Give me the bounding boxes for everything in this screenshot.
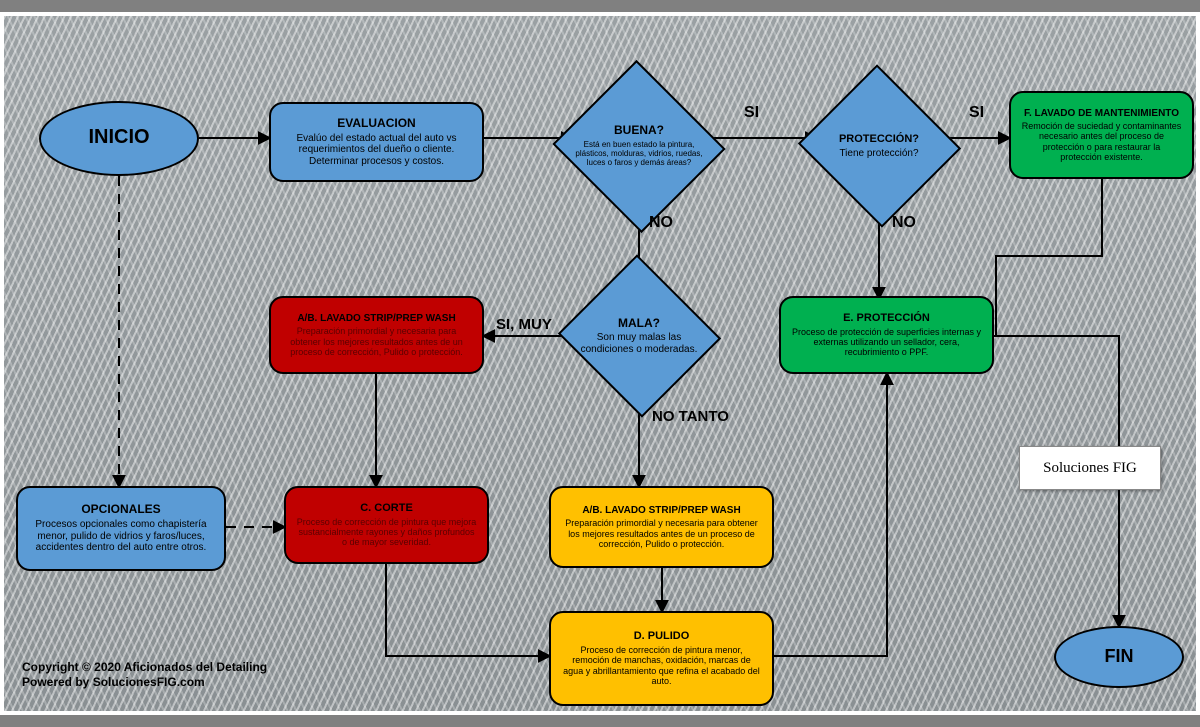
copyright: Copyright © 2020 Aficionados del Detaili… [22, 660, 267, 691]
node-mala: MALA?Son muy malas las condiciones o mod… [554, 256, 724, 416]
brand-watermark: Soluciones FIG [1019, 446, 1161, 490]
node-f_lavado: F. LAVADO DE MANTENIMIENTORemoción de su… [1009, 91, 1194, 179]
frame-border-top [0, 0, 1200, 12]
node-fin: FIN [1054, 626, 1184, 688]
edge-label-4: SI, MUY [496, 316, 552, 333]
node-ab_yellow: A/B. LAVADO STRIP/PREP WASHPreparación p… [549, 486, 774, 568]
edge-10 [386, 564, 549, 656]
edge-11 [774, 374, 887, 656]
edge-label-5: NO TANTO [652, 408, 729, 425]
edge-label-1: SI [969, 104, 984, 122]
edge-label-0: SI [744, 104, 759, 122]
edge-label-2: NO [649, 214, 673, 232]
node-ab_red: A/B. LAVADO STRIP/PREP WASHPreparación p… [269, 296, 484, 374]
copyright-line2: Powered by SolucionesFIG.com [22, 675, 267, 691]
node-evaluacion: EVALUACIONEvalúo del estado actual del a… [269, 102, 484, 182]
node-c_corte: C. CORTEProceso de corrección de pintura… [284, 486, 489, 564]
edge-13 [996, 179, 1102, 336]
brand-text: Soluciones FIG [1043, 460, 1137, 477]
node-d_pulido: D. PULIDOProceso de corrección de pintur… [549, 611, 774, 706]
node-e_proteccion: E. PROTECCIÓNProceso de protección de su… [779, 296, 994, 374]
copyright-line1: Copyright © 2020 Aficionados del Detaili… [22, 660, 267, 676]
node-buena: BUENA?Está en buen estado la pintura, pl… [549, 61, 729, 231]
node-opcionales: OPCIONALESProcesos opcionales como chapi… [16, 486, 226, 571]
node-inicio: INICIO [39, 101, 199, 176]
edge-label-3: NO [892, 214, 916, 232]
node-proteccion_q: PROTECCIÓN?Tiene protección? [794, 66, 964, 226]
canvas-background: INICIO EVALUACIONEvalúo del estado actual… [0, 12, 1200, 715]
